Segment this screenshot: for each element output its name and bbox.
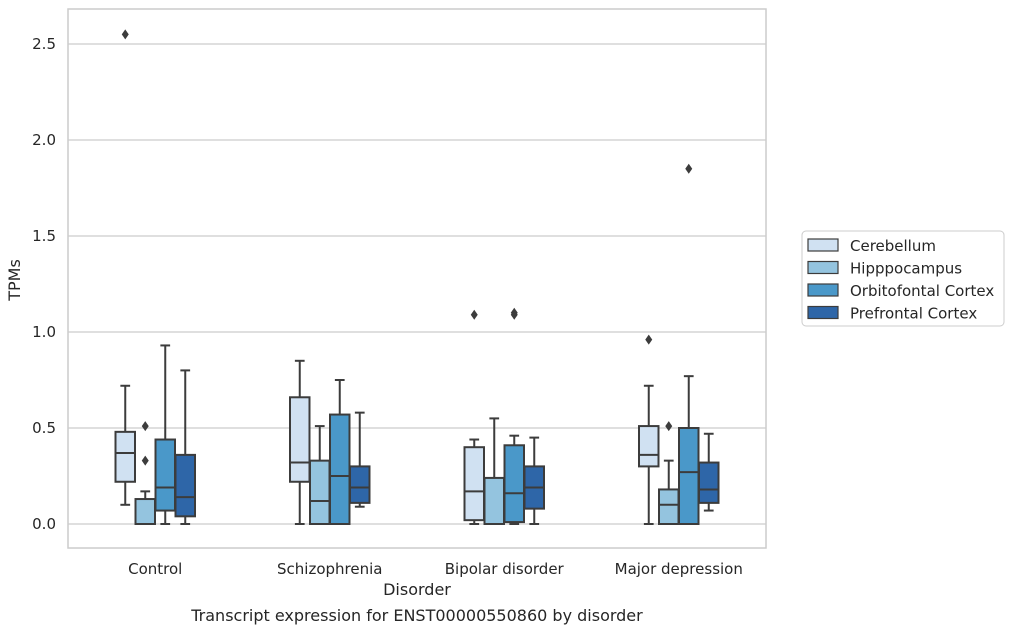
x-tick-label: Bipolar disorder bbox=[445, 560, 565, 578]
legend-swatch bbox=[807, 260, 839, 275]
y-tick-label: 1.0 bbox=[32, 323, 56, 341]
plot-area bbox=[67, 8, 767, 549]
outlier-point bbox=[665, 421, 673, 432]
box bbox=[483, 476, 505, 526]
outlier-point bbox=[121, 29, 129, 40]
box bbox=[134, 498, 156, 526]
box bbox=[698, 461, 720, 504]
y-axis-label: TPMs bbox=[5, 259, 24, 302]
legend-frame bbox=[801, 230, 1005, 327]
legend-swatch bbox=[807, 283, 839, 297]
box bbox=[638, 425, 660, 468]
legend-item: Cerebellum bbox=[807, 237, 936, 255]
box-group-major-depression bbox=[638, 163, 720, 526]
x-axis-ticks: Control Schizophrenia Bipolar disorder Majo… bbox=[128, 560, 743, 578]
box bbox=[658, 488, 680, 526]
box-groups bbox=[114, 29, 720, 526]
box-group-bipolar-disorder bbox=[463, 307, 545, 526]
legend-item: Prefrontal Cortex bbox=[807, 305, 977, 323]
outlier-point bbox=[141, 421, 149, 432]
legend-label: Cerebellum bbox=[850, 237, 936, 255]
box bbox=[349, 465, 371, 504]
legend-swatch bbox=[807, 238, 839, 252]
x-tick-label: Schizophrenia bbox=[277, 560, 382, 578]
y-tick-label: 1.5 bbox=[32, 227, 56, 245]
box-group-schizophrenia bbox=[289, 359, 371, 526]
box bbox=[503, 444, 525, 524]
x-axis-label: Disorder bbox=[383, 580, 451, 599]
legend-label: Hipppocampus bbox=[850, 260, 962, 278]
x-tick-label: Major depression bbox=[615, 560, 743, 578]
y-axis-ticks: 0.0 0.5 1.0 1.5 2.0 2.5 bbox=[32, 35, 56, 533]
legend-label: Prefrontal Cortex bbox=[850, 305, 977, 323]
box bbox=[154, 438, 176, 512]
box bbox=[678, 427, 700, 525]
legend-item: Hipppocampus bbox=[807, 260, 962, 278]
outlier-point bbox=[645, 334, 653, 345]
box-group-control bbox=[114, 29, 196, 526]
chart-caption: Transcript expression for ENST0000055086… bbox=[191, 606, 643, 625]
outlier-point bbox=[141, 455, 149, 466]
box bbox=[329, 413, 351, 525]
legend: Cerebellum Hipppocampus Orbitofontal Corte… bbox=[801, 230, 1005, 327]
x-tick-label: Control bbox=[128, 560, 182, 578]
legend-item: Orbitofontal Cortex bbox=[807, 282, 994, 300]
outlier-point bbox=[510, 307, 518, 318]
box bbox=[289, 396, 311, 483]
y-tick-label: 0.5 bbox=[32, 419, 56, 437]
outlier-point bbox=[685, 163, 693, 174]
box bbox=[114, 430, 136, 483]
y-tick-label: 0.0 bbox=[32, 515, 56, 533]
y-tick-label: 2.5 bbox=[32, 35, 56, 53]
box bbox=[309, 459, 331, 526]
box bbox=[174, 453, 196, 518]
legend-label: Orbitofontal Cortex bbox=[850, 282, 994, 300]
legend-swatch bbox=[807, 305, 839, 320]
y-tick-label: 2.0 bbox=[32, 131, 56, 149]
outlier-point bbox=[470, 309, 478, 320]
box bbox=[463, 446, 485, 522]
